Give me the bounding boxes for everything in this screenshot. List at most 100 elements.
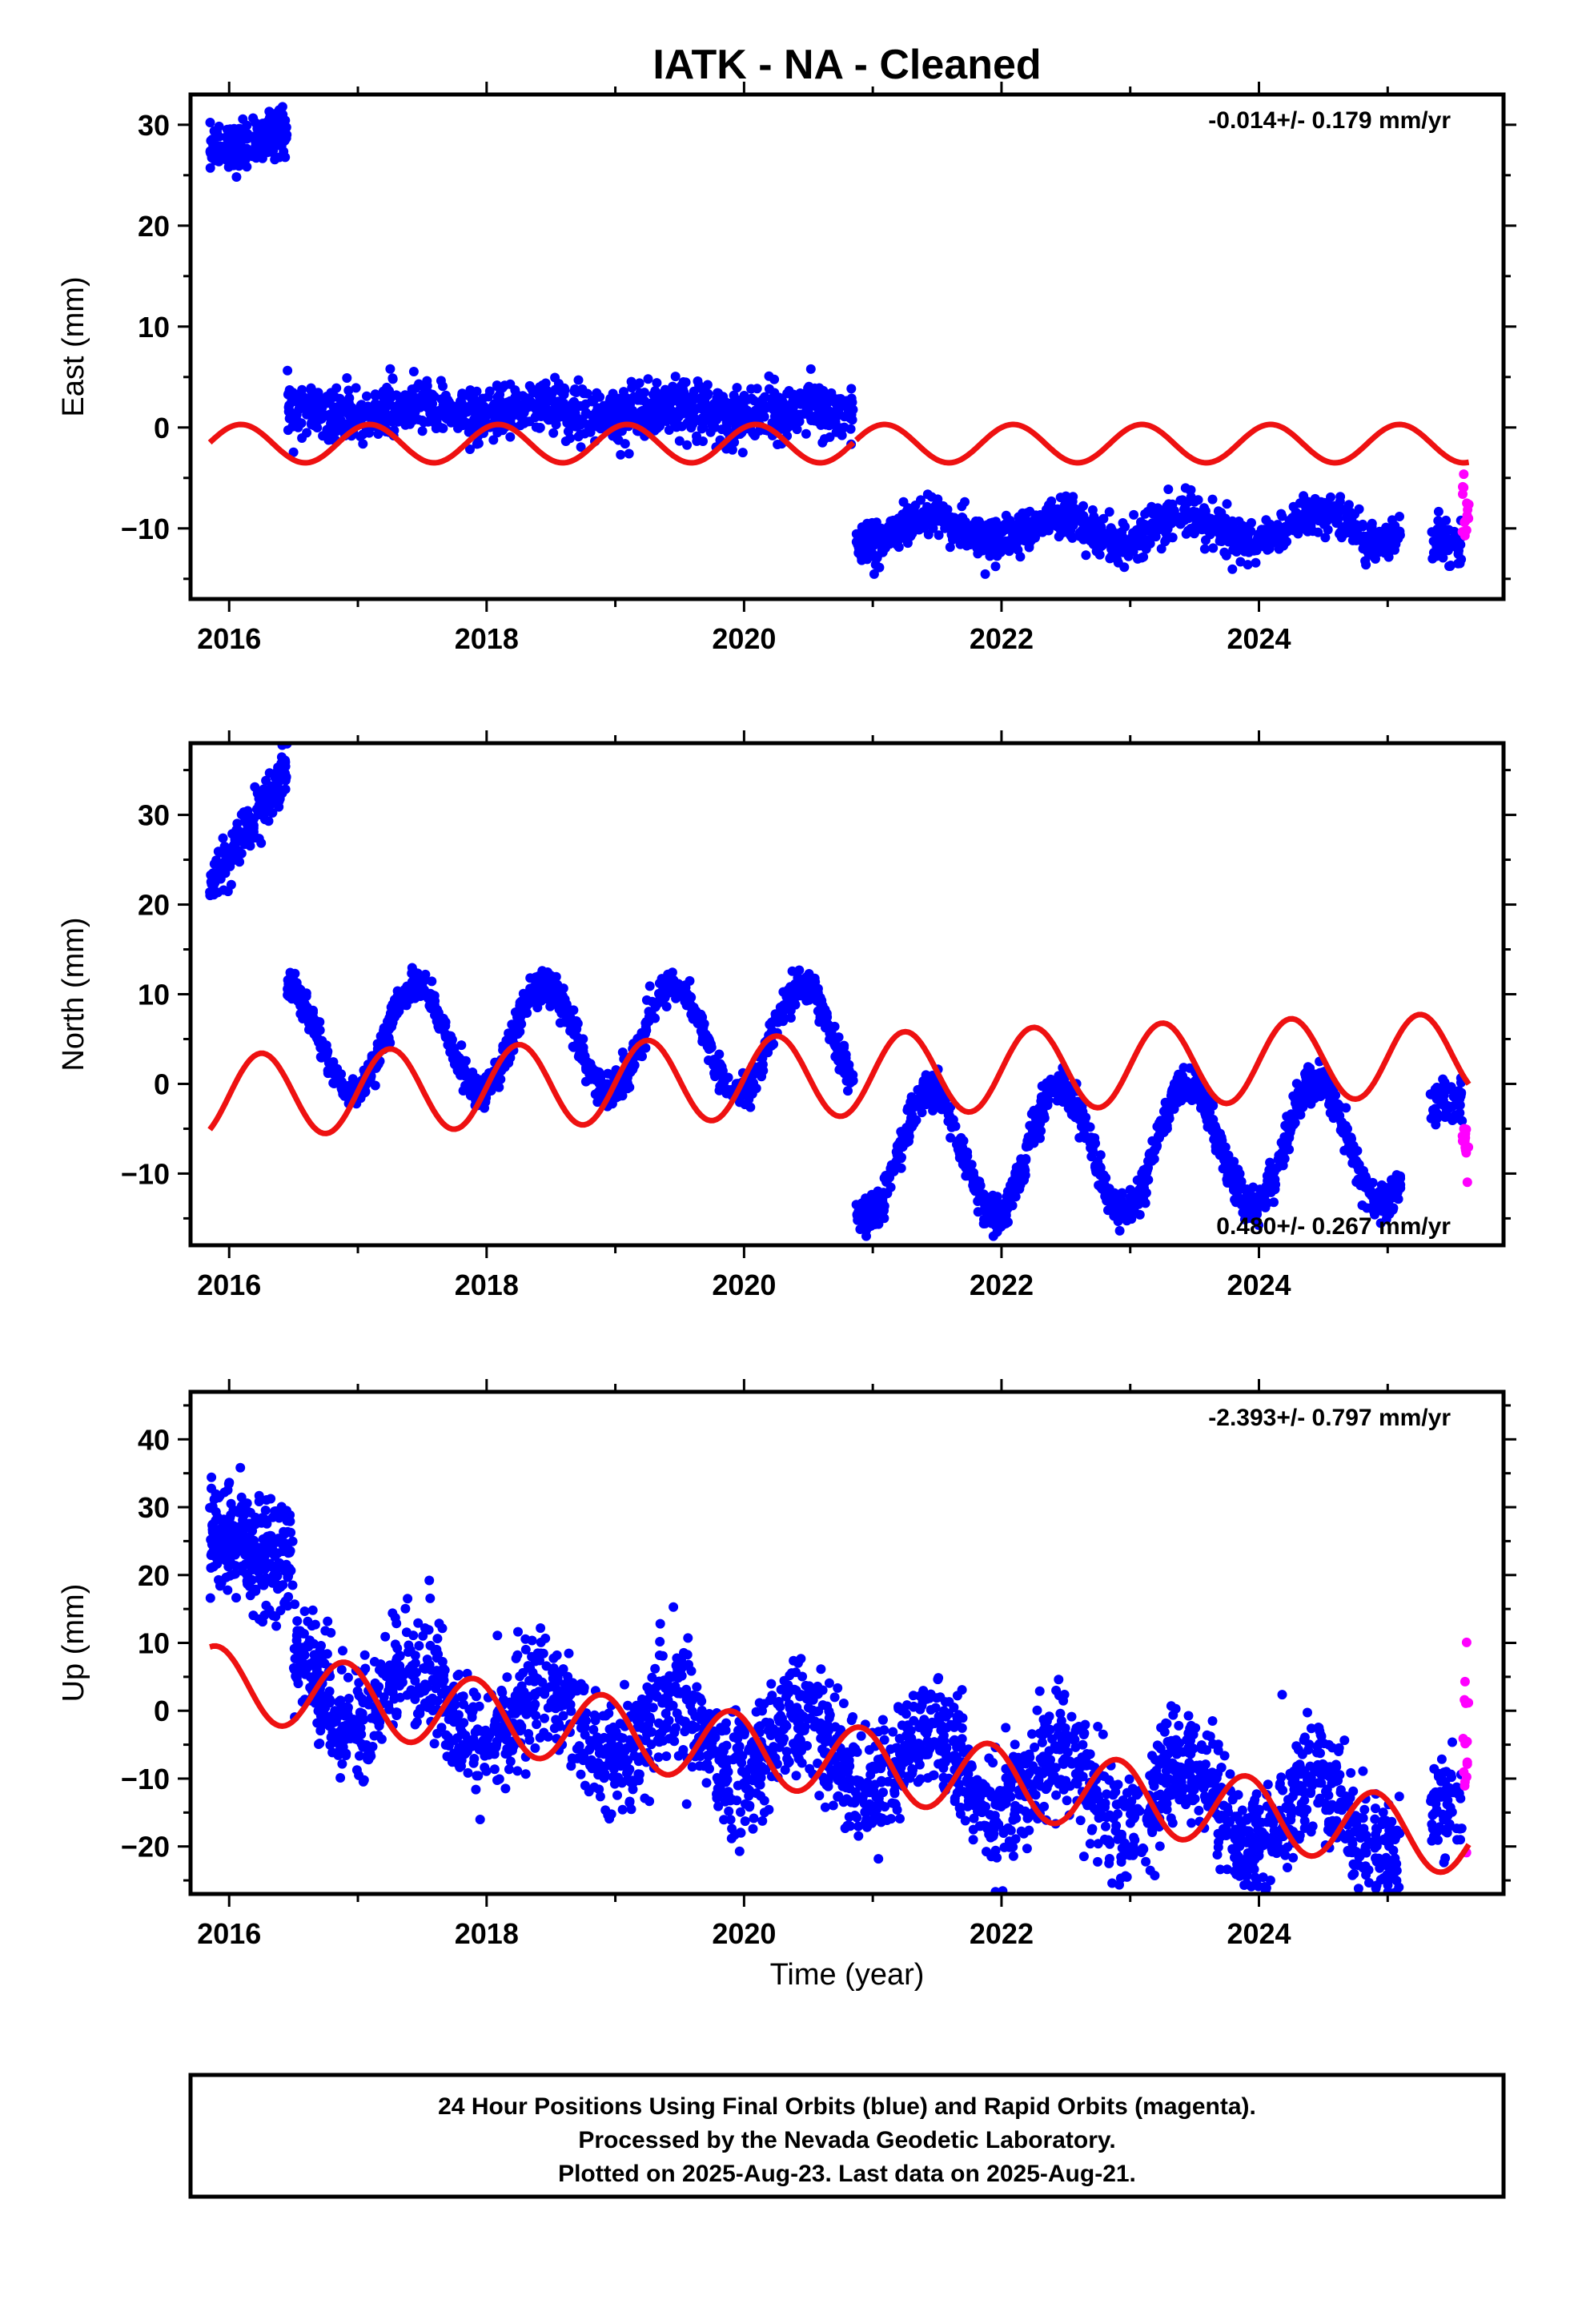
north-data-point: [427, 976, 437, 987]
east-data-point: [916, 495, 926, 505]
north-data-point: [656, 993, 667, 1003]
north-data-point: [531, 976, 541, 987]
east-y-tick-label: 30: [138, 109, 170, 142]
north-data-point: [635, 1051, 645, 1061]
east-data-point: [1314, 511, 1324, 521]
north-data-point: [524, 999, 534, 1008]
east-data-point: [322, 392, 332, 402]
east-data-point: [1112, 542, 1122, 553]
east-data-point: [288, 447, 299, 457]
north-data-point: [557, 991, 568, 1001]
east-data-point: [229, 139, 239, 149]
east-data-point: [802, 397, 813, 407]
east-data-point: [1156, 544, 1166, 554]
east-data-point: [795, 388, 805, 398]
north-data-point: [516, 1019, 527, 1029]
east-data-point: [254, 129, 264, 139]
north-data-point: [444, 1035, 455, 1046]
east-data-point: [1443, 545, 1453, 556]
east-data-point: [505, 379, 516, 389]
east-data-point: [1239, 546, 1250, 557]
north-data-point: [467, 1076, 477, 1085]
east-data-point: [210, 126, 220, 136]
east-data-point: [460, 417, 471, 428]
north-data-point: [680, 983, 690, 993]
east-data-point: [1160, 537, 1170, 547]
figure-title: IATK - NA - Cleaned: [652, 42, 1041, 88]
east-data-point: [608, 388, 618, 399]
north-data-point: [590, 1089, 600, 1100]
east-data-point: [822, 417, 833, 428]
east-data-point: [712, 415, 722, 425]
east-data-point: [1211, 514, 1222, 525]
east-data-point: [1081, 550, 1091, 561]
east-data-point: [1191, 520, 1201, 530]
east-data-point: [440, 390, 451, 400]
east-data-point: [982, 545, 992, 555]
east-model-curve: [853, 421, 1470, 466]
north-final-orbits-points: [205, 743, 1468, 1241]
east-data-point: [287, 388, 298, 398]
east-data-point: [279, 136, 289, 147]
east-data-point: [884, 537, 894, 548]
east-data-point: [837, 430, 847, 440]
east-data-point: [1004, 546, 1014, 557]
north-data-point: [555, 1018, 565, 1028]
east-final-orbits-points: [205, 102, 1467, 579]
east-data-point: [565, 433, 576, 444]
east-data-point: [1251, 545, 1262, 556]
east-data-point: [1251, 557, 1261, 568]
north-plot-area: [205, 743, 1474, 1241]
north-data-point: [704, 1044, 714, 1054]
north-data-point: [432, 1009, 442, 1019]
east-data-point: [1199, 544, 1210, 554]
east-data-point: [658, 393, 669, 404]
east-data-point: [934, 530, 944, 541]
east-data-point: [362, 391, 371, 401]
east-data-point: [465, 444, 475, 454]
east-data-point: [1201, 535, 1211, 545]
east-data-point: [521, 401, 532, 412]
north-data-point: [393, 1001, 404, 1011]
east-data-point: [972, 522, 982, 533]
north-data-point: [457, 1068, 468, 1079]
east-data-point: [1276, 509, 1287, 519]
north-data-point: [207, 877, 218, 887]
north-data-point: [536, 987, 547, 998]
east-data-point: [550, 384, 560, 395]
east-data-point: [681, 377, 691, 388]
east-data-point: [1379, 548, 1390, 558]
east-data-point: [905, 531, 916, 541]
east-data-point: [997, 527, 1007, 537]
north-data-point: [314, 1037, 323, 1047]
north-data-point: [401, 986, 412, 996]
east-data-point: [746, 384, 757, 394]
east-data-point: [1130, 540, 1140, 550]
east-data-point: [1330, 501, 1340, 511]
east-x-tick-label: 2024: [1227, 622, 1291, 655]
east-data-point: [1161, 509, 1171, 520]
east-data-point: [1431, 551, 1442, 561]
north-data-point: [304, 1013, 315, 1023]
east-data-point: [1135, 526, 1146, 537]
east-data-point: [1222, 499, 1232, 509]
north-data-point: [718, 1080, 729, 1090]
east-data-point: [1142, 525, 1153, 536]
east-data-point: [1243, 560, 1253, 570]
east-data-point: [770, 392, 781, 403]
east-data-point: [488, 435, 499, 445]
east-data-point: [1013, 522, 1023, 533]
east-data-point: [207, 135, 218, 144]
north-data-point: [298, 994, 308, 1004]
east-data-point: [342, 408, 352, 418]
east-data-point: [586, 421, 596, 432]
east-data-point: [611, 428, 621, 439]
east-data-point: [1220, 521, 1231, 531]
east-data-point: [880, 530, 890, 541]
east-data-point: [932, 494, 942, 505]
east-data-point: [580, 409, 591, 420]
east-data-point: [382, 382, 392, 392]
east-data-point: [922, 489, 933, 500]
east-data-point: [1342, 520, 1352, 530]
north-data-point: [660, 986, 670, 996]
